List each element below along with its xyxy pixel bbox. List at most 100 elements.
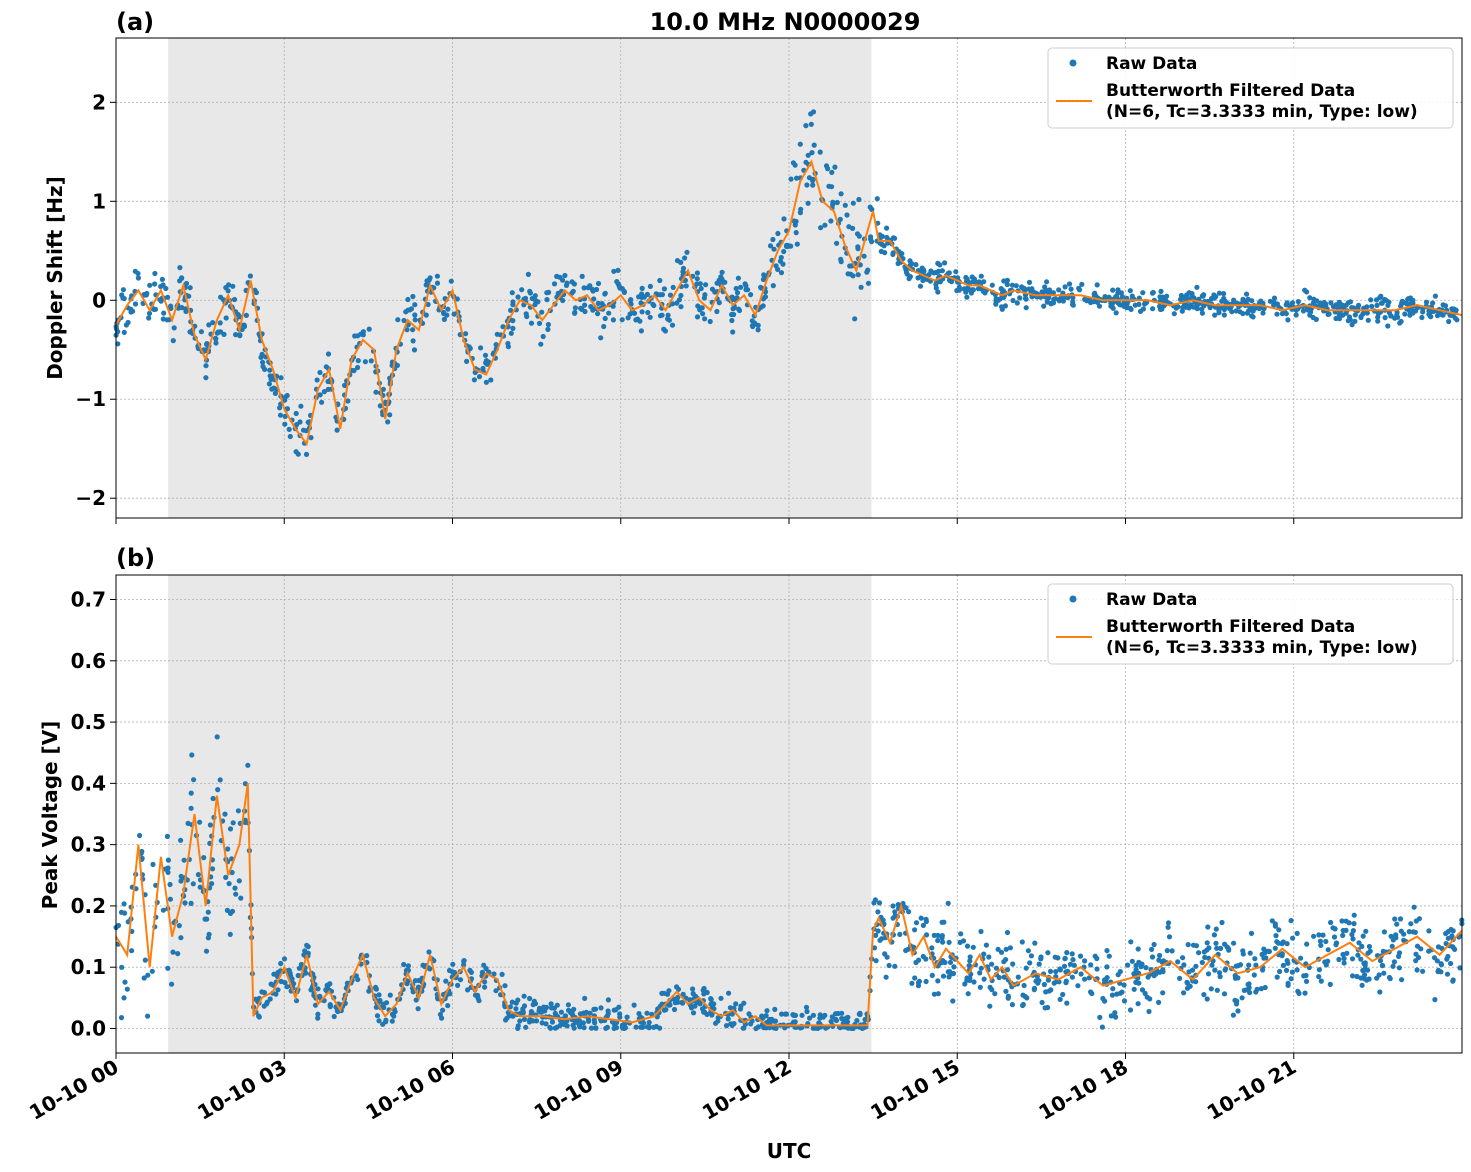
- raw-data-point: [829, 1014, 835, 1020]
- raw-data-point: [890, 250, 896, 256]
- raw-data-point: [666, 988, 672, 994]
- raw-data-point: [1432, 293, 1438, 299]
- raw-data-point: [778, 270, 785, 276]
- raw-data-point: [1184, 979, 1190, 985]
- raw-data-point: [1445, 953, 1451, 960]
- raw-data-point: [214, 734, 220, 740]
- raw-data-point: [146, 315, 152, 321]
- raw-data-point: [1289, 969, 1295, 975]
- raw-data-point: [408, 306, 414, 312]
- raw-data-point: [916, 978, 923, 984]
- raw-data-point: [528, 320, 535, 326]
- raw-data-point: [884, 954, 890, 960]
- raw-data-point: [230, 283, 236, 289]
- raw-data-point: [1450, 978, 1456, 984]
- raw-data-point: [859, 1025, 865, 1031]
- raw-data-point: [947, 969, 953, 975]
- raw-data-point: [515, 1023, 521, 1029]
- raw-data-point: [258, 354, 264, 360]
- raw-data-point: [678, 292, 684, 299]
- raw-data-point: [491, 971, 497, 977]
- raw-data-point: [1108, 1013, 1114, 1019]
- raw-data-point: [1362, 972, 1368, 978]
- raw-data-point: [1435, 968, 1441, 975]
- raw-data-point: [935, 260, 941, 266]
- raw-data-point: [1336, 956, 1342, 963]
- raw-data-point: [690, 991, 696, 997]
- raw-data-point: [539, 1020, 545, 1026]
- raw-data-point: [935, 932, 941, 939]
- raw-data-point: [1431, 955, 1438, 961]
- raw-data-point: [875, 928, 881, 934]
- raw-data-point: [160, 907, 166, 913]
- raw-data-point: [829, 169, 835, 175]
- raw-data-point: [548, 1001, 554, 1007]
- raw-data-point: [394, 362, 400, 368]
- panel-label: (a): [116, 8, 154, 36]
- raw-data-point: [615, 267, 621, 273]
- raw-data-point: [970, 944, 976, 950]
- raw-data-point: [967, 977, 973, 984]
- raw-data-point: [552, 1025, 558, 1031]
- raw-data-point: [1082, 976, 1088, 982]
- raw-data-point: [1063, 978, 1069, 984]
- raw-data-point: [412, 317, 418, 323]
- raw-data-point: [1432, 997, 1438, 1003]
- raw-data-point: [869, 239, 875, 245]
- raw-data-point: [1239, 995, 1245, 1001]
- raw-data-point: [467, 345, 473, 351]
- raw-data-point: [181, 857, 187, 863]
- raw-data-point: [1070, 301, 1076, 308]
- raw-data-point: [494, 331, 500, 337]
- raw-data-point: [1157, 952, 1163, 959]
- raw-data-point: [1050, 290, 1056, 296]
- raw-data-point: [515, 997, 521, 1003]
- raw-data-point: [1104, 948, 1110, 954]
- raw-data-point: [213, 335, 219, 341]
- raw-data-point: [883, 974, 889, 980]
- raw-data-point: [1047, 968, 1054, 975]
- raw-data-point: [317, 993, 323, 999]
- raw-data-point: [639, 309, 645, 315]
- raw-data-point: [395, 317, 401, 323]
- raw-data-point: [939, 960, 945, 966]
- raw-data-point: [1369, 303, 1375, 309]
- raw-data-point: [1096, 303, 1103, 309]
- raw-data-point: [387, 992, 393, 998]
- raw-data-point: [733, 285, 739, 292]
- raw-data-point: [1410, 929, 1416, 935]
- raw-data-point: [667, 1002, 673, 1008]
- raw-data-point: [1247, 950, 1253, 956]
- raw-data-point: [355, 358, 361, 364]
- raw-data-point: [591, 1006, 597, 1013]
- raw-data-point: [804, 1008, 810, 1015]
- raw-data-point: [355, 976, 361, 983]
- raw-data-point: [598, 335, 604, 341]
- raw-data-point: [1250, 308, 1256, 314]
- raw-data-point: [742, 281, 748, 287]
- raw-data-point: [775, 230, 781, 237]
- raw-data-point: [806, 175, 813, 181]
- raw-data-point: [678, 259, 684, 265]
- raw-data-point: [1445, 935, 1451, 941]
- raw-data-point: [523, 1024, 529, 1030]
- raw-data-point: [275, 969, 281, 976]
- raw-data-point: [508, 330, 514, 336]
- raw-data-point: [1279, 311, 1285, 317]
- raw-data-point: [243, 312, 249, 318]
- raw-data-point: [803, 1004, 810, 1010]
- raw-data-point: [602, 290, 608, 296]
- raw-data-point: [150, 861, 156, 868]
- raw-data-point: [1099, 1024, 1105, 1030]
- raw-data-point: [755, 327, 761, 333]
- raw-data-point: [835, 1010, 841, 1017]
- raw-data-point: [1075, 983, 1081, 989]
- raw-data-point: [767, 243, 774, 249]
- raw-data-point: [892, 909, 898, 915]
- raw-data-point: [703, 282, 709, 288]
- raw-data-point: [639, 285, 645, 291]
- raw-data-point: [1274, 974, 1280, 980]
- raw-data-point: [1391, 959, 1397, 965]
- raw-data-point: [700, 311, 706, 317]
- raw-data-point: [387, 412, 393, 418]
